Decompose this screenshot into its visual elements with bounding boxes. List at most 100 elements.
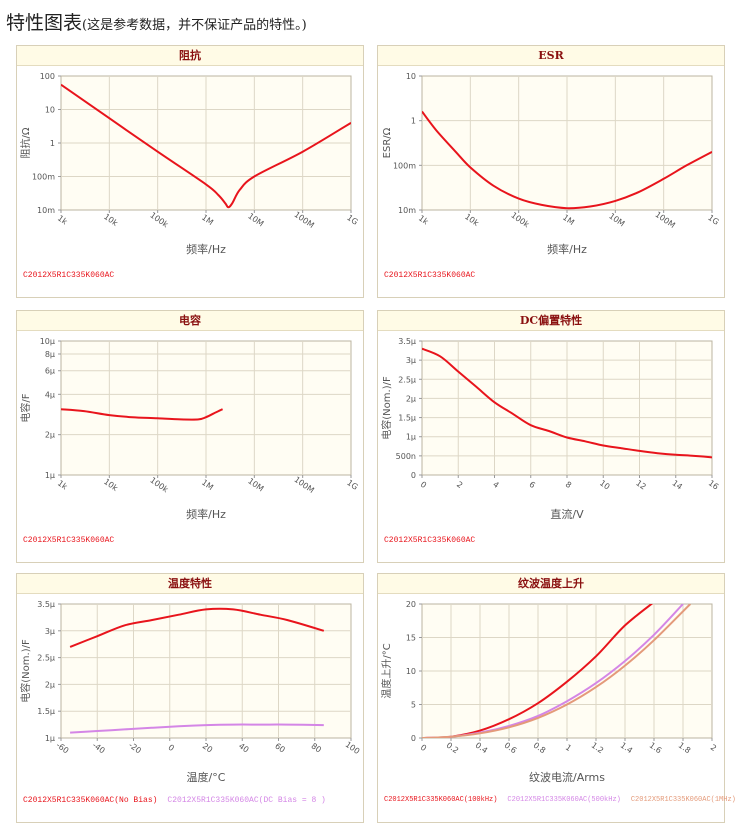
x-tick-label: 0.8 [532, 741, 548, 756]
x-tick-label: 1G [706, 213, 720, 227]
impedance-chart-panel: 阻抗 1k 10k 100k 1M 10M 100M 1G 10m 100m 1 10 100 频率/H… [16, 45, 364, 298]
x-tick-label: 8 [564, 480, 573, 490]
chart-title: 阻抗 [17, 46, 363, 66]
x-axis-label: 直流/V [550, 507, 584, 521]
legend-entry: C2012X5R1C335K060AC(No Bias) [23, 796, 158, 805]
y-tick-label: 1 [50, 139, 55, 148]
x-tick-label: 0.4 [474, 741, 490, 756]
x-tick-label: 1M [200, 213, 215, 227]
x-tick-label: 1 [564, 743, 573, 753]
dc-bias-chart-panel: DC偏置特性 0 2 4 6 8 10 12 14 16 0 500n 1μ 1.5μ 2μ 2.5μ 3μ 3… [377, 310, 725, 563]
y-tick-label: 1 [411, 117, 416, 126]
chart-legend: C2012X5R1C335K060AC(No Bias) C2012X5R1C33… [23, 796, 336, 805]
x-tick-label: 10M [246, 476, 265, 493]
x-axis-label: 频率/Hz [547, 242, 587, 256]
y-tick-label: 100m [32, 173, 55, 182]
x-tick-label: 0 [167, 743, 176, 753]
chart-legend: C2012X5R1C335K060AC [384, 271, 485, 280]
x-tick-label: 0 [419, 743, 428, 753]
x-tick-label: 1k [56, 213, 69, 226]
page-heading: 特性图表(这是参考数据，并不保证产品的特性。) [6, 8, 307, 35]
x-tick-label: 4 [491, 480, 500, 490]
x-tick-label: 2 [455, 480, 464, 490]
series-line [422, 604, 692, 738]
series-line [70, 723, 324, 734]
chart-title: 温度特性 [17, 574, 363, 594]
y-axis-label: 电容(Nom.)/F [380, 376, 393, 440]
y-tick-label: 15 [406, 634, 416, 643]
x-tick-label: 20 [201, 741, 215, 754]
x-tick-label: -20 [127, 741, 143, 756]
legend-entry: C2012X5R1C335K060AC(1MHz) [630, 796, 736, 804]
ripple-temperature-chart-panel: 纹波温度上升 0 0.2 0.4 0.6 0.8 1 1.2 1.4 1.6 1.8 2 0 5 10 15… [377, 573, 736, 823]
x-tick-label: 10k [463, 212, 481, 228]
legend-entry: C2012X5R1C335K060AC(100kHz) [384, 796, 498, 804]
x-tick-label: 100M [292, 210, 315, 230]
x-tick-label: 10M [607, 211, 626, 228]
x-axis-label: 温度/°C [187, 770, 226, 784]
temperature-chart-panel: 温度特性 -60 -40 -20 0 20 40 60 80 100 1μ 1.5μ 2μ 2.5μ 3μ… [16, 573, 364, 823]
x-tick-label: 60 [273, 741, 287, 754]
chart-title: 电容 [17, 311, 363, 331]
chart-legend: C2012X5R1C335K060AC [384, 536, 485, 545]
y-axis-label: 温度上升/°C [380, 643, 393, 698]
x-tick-label: 1k [56, 478, 69, 491]
x-tick-label: 80 [309, 741, 323, 754]
y-tick-label: 3.5μ [398, 337, 416, 346]
legend-entry: C2012X5R1C335K060AC(500kHz) [507, 796, 621, 804]
x-tick-label: 1.8 [677, 741, 693, 756]
y-tick-label: 0 [411, 471, 416, 480]
y-tick-label: 2μ [45, 680, 55, 689]
esr-chart: 1k 10k 100k 1M 10M 100M 1G 10m 100m 1 10 频率/Hz ESR/Ω [382, 72, 721, 256]
y-tick-label: 100 [40, 72, 55, 81]
chart-legend: C2012X5R1C335K060AC(100kHz) C2012X5R1C335… [384, 796, 746, 804]
x-tick-label: 12 [634, 478, 648, 491]
y-tick-label: 2μ [45, 431, 55, 440]
legend-entry: C2012X5R1C335K060AC(DC Bias = 8 ) [167, 796, 326, 805]
x-axis-label: 纹波电流/Arms [529, 770, 605, 784]
y-tick-label: 1.5μ [37, 707, 55, 716]
y-tick-label: 6μ [45, 367, 55, 376]
y-tick-label: 2μ [406, 394, 416, 403]
y-tick-label: 10 [406, 72, 416, 81]
legend-entry: C2012X5R1C335K060AC [23, 536, 115, 545]
x-tick-label: 1M [200, 478, 215, 492]
x-tick-label: 100M [292, 475, 315, 495]
y-tick-label: 3μ [45, 627, 55, 636]
x-tick-label: 100k [509, 211, 531, 230]
x-tick-label: 1M [561, 213, 576, 227]
x-axis-label: 频率/Hz [186, 507, 226, 521]
y-axis-label: 电容/F [19, 393, 32, 422]
temperature-chart: -60 -40 -20 0 20 40 60 80 100 1μ 1.5μ 2μ 2.5μ 3μ 3.5μ 温… [19, 600, 362, 784]
x-tick-label: 1k [417, 213, 430, 226]
impedance-chart: 1k 10k 100k 1M 10M 100M 1G 10m 100m 1 10 100 频率/Hz 阻抗… [19, 72, 360, 256]
y-tick-label: 0 [411, 734, 416, 743]
y-tick-label: 10 [406, 667, 416, 676]
y-tick-label: 2.5μ [398, 375, 416, 384]
x-tick-label: 1.2 [590, 741, 606, 756]
y-tick-label: 3.5μ [37, 600, 55, 609]
x-tick-label: 100k [148, 476, 170, 495]
x-tick-label: 0.6 [503, 741, 519, 756]
x-tick-label: 1G [345, 478, 359, 492]
x-tick-label: 100 [344, 740, 362, 756]
legend-entry: C2012X5R1C335K060AC [384, 536, 476, 545]
x-tick-label: 14 [670, 478, 684, 491]
x-tick-label: 100k [148, 211, 170, 230]
x-tick-label: 10M [246, 211, 265, 228]
chart-legend: C2012X5R1C335K060AC [23, 536, 124, 545]
x-tick-label: 10 [598, 478, 612, 491]
page-subtitle: (这是参考数据，并不保证产品的特性。) [82, 18, 307, 33]
series-line [61, 408, 224, 421]
y-tick-label: 10m [398, 206, 416, 215]
y-tick-label: 10μ [40, 337, 55, 346]
legend-entry: C2012X5R1C335K060AC [23, 271, 115, 280]
y-tick-label: 500n [396, 452, 416, 461]
series-line [61, 83, 351, 209]
y-axis-label: 阻抗/Ω [19, 127, 32, 158]
x-tick-label: 10k [102, 212, 120, 228]
y-axis-label: ESR/Ω [382, 127, 393, 158]
y-tick-label: 2.5μ [37, 654, 55, 663]
page-title: 特性图表 [6, 12, 83, 34]
x-tick-label: 10k [102, 477, 120, 493]
